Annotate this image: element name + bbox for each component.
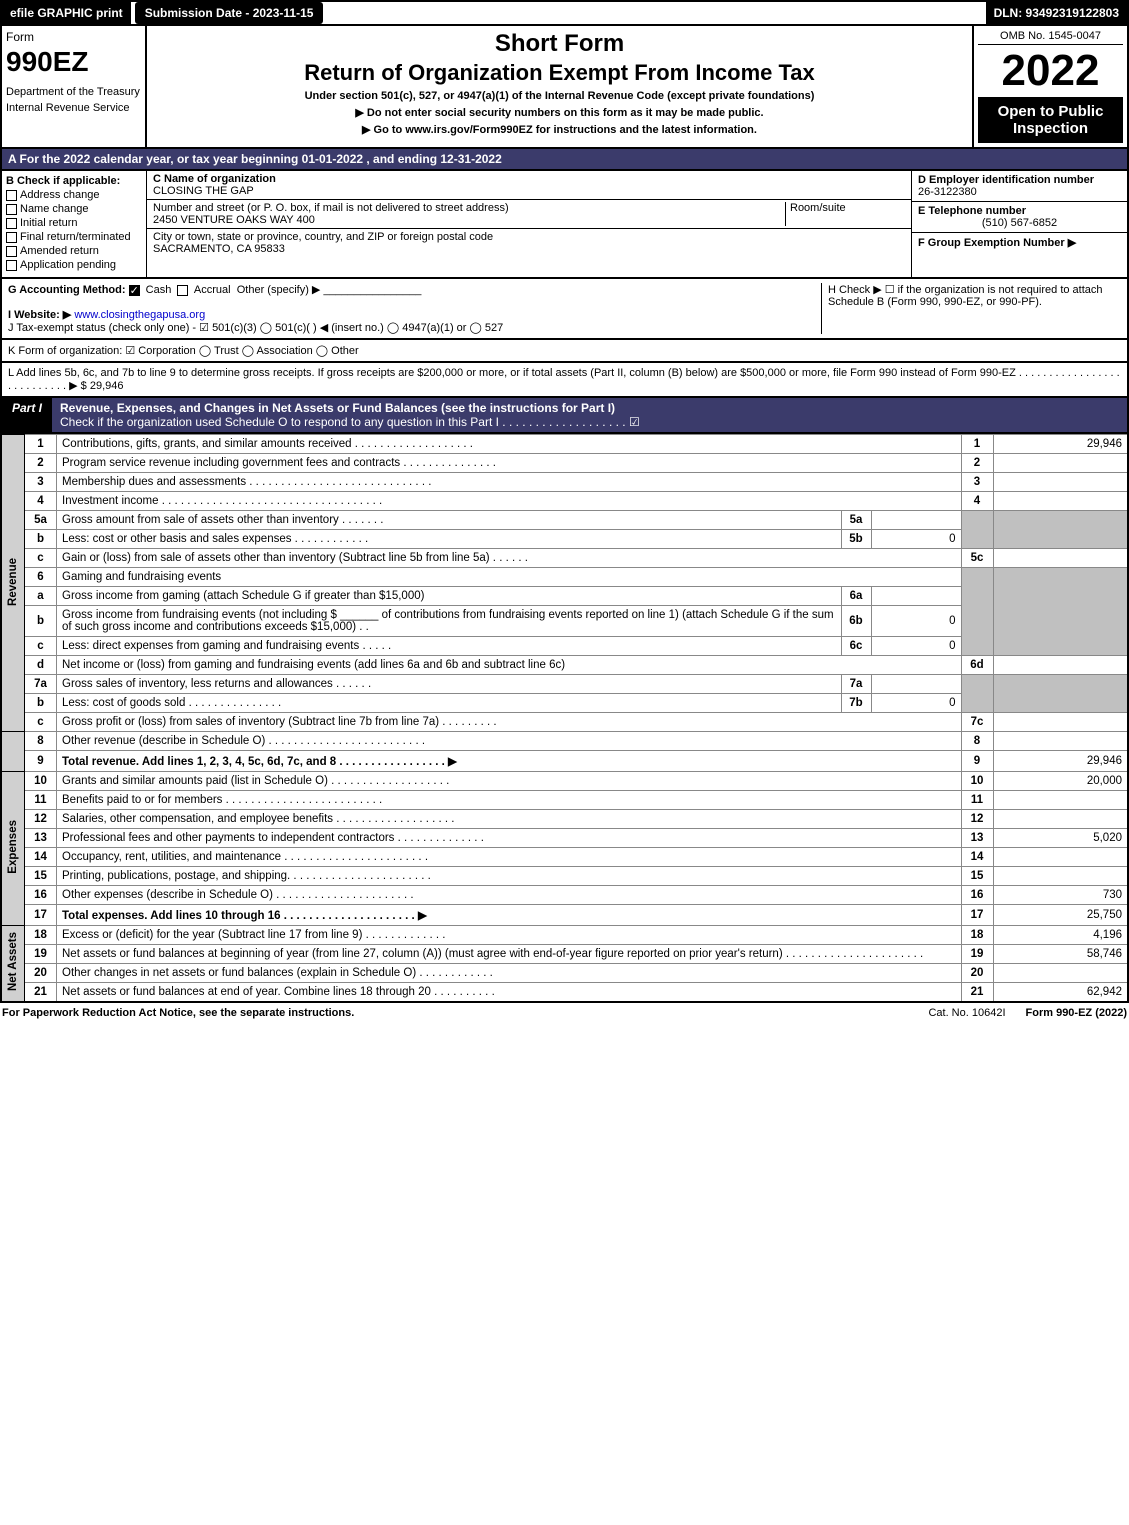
line-17-amount: 25,750 [993, 905, 1128, 926]
line-1-desc: Contributions, gifts, grants, and simila… [57, 435, 962, 454]
c-name-label: C Name of organization [153, 173, 276, 185]
f-group-label: F Group Exemption Number ▶ [918, 237, 1076, 249]
gross-receipts-amount: 29,946 [90, 380, 124, 392]
city-label: City or town, state or province, country… [153, 231, 493, 243]
form-number: 990EZ [6, 46, 141, 78]
header-left: Form 990EZ Department of the Treasury In… [2, 26, 147, 147]
street-value: 2450 VENTURE OAKS WAY 400 [153, 214, 315, 226]
form-label: Form [6, 30, 141, 44]
section-c: C Name of organization CLOSING THE GAP N… [147, 171, 912, 277]
go-to-link[interactable]: ▶ Go to www.irs.gov/Form990EZ for instru… [151, 123, 968, 136]
short-form-title: Short Form [151, 30, 968, 58]
section-l: L Add lines 5b, 6c, and 7b to line 9 to … [0, 363, 1129, 398]
section-b: B Check if applicable: Address change Na… [2, 171, 147, 277]
do-not-enter-text: ▶ Do not enter social security numbers o… [151, 106, 968, 119]
under-section-text: Under section 501(c), 527, or 4947(a)(1)… [151, 90, 968, 102]
line-19-amount: 58,746 [993, 945, 1128, 964]
checkbox-name-change[interactable] [6, 204, 17, 215]
info-grid: B Check if applicable: Address change Na… [0, 171, 1129, 279]
top-bar: efile GRAPHIC print Submission Date - 20… [0, 0, 1129, 26]
irs-label: Internal Revenue Service [6, 102, 141, 114]
return-title: Return of Organization Exempt From Incom… [151, 60, 968, 86]
part-1-tab: Part I [2, 398, 52, 432]
submission-date: Submission Date - 2023-11-15 [135, 2, 324, 24]
part-1-title: Revenue, Expenses, and Changes in Net As… [60, 401, 615, 415]
open-public-badge: Open to Public Inspection [978, 97, 1123, 143]
line-10-amount: 20,000 [993, 772, 1128, 791]
checkbox-accrual[interactable] [177, 285, 188, 296]
section-a-period: A For the 2022 calendar year, or tax yea… [0, 149, 1129, 171]
revenue-sidelabel: Revenue [7, 558, 19, 606]
ein-value: 26-3122380 [918, 186, 977, 198]
part-1-header: Part I Revenue, Expenses, and Changes in… [0, 398, 1129, 434]
section-k: K Form of organization: ☑ Corporation ◯ … [0, 340, 1129, 363]
expenses-sidelabel: Expenses [7, 820, 19, 874]
header-center: Short Form Return of Organization Exempt… [147, 26, 972, 147]
page-footer: For Paperwork Reduction Act Notice, see … [0, 1003, 1129, 1023]
line-13-amount: 5,020 [993, 829, 1128, 848]
section-g: G Accounting Method: Cash Accrual Other … [8, 283, 821, 334]
checkbox-amended-return[interactable] [6, 246, 17, 257]
section-gh: G Accounting Method: Cash Accrual Other … [0, 279, 1129, 340]
section-def: D Employer identification number 26-3122… [912, 171, 1127, 277]
line-1-amount: 29,946 [993, 435, 1128, 454]
checkbox-initial-return[interactable] [6, 218, 17, 229]
header-right: OMB No. 1545-0047 2022 Open to Public In… [972, 26, 1127, 147]
city-value: SACRAMENTO, CA 95833 [153, 243, 285, 255]
line-9-amount: 29,946 [993, 751, 1128, 772]
footer-center: Cat. No. 10642I [928, 1007, 1005, 1019]
website-label: I Website: ▶ [8, 309, 71, 321]
d-ein-label: D Employer identification number [918, 174, 1094, 186]
checkbox-application-pending[interactable] [6, 260, 17, 271]
form-header: Form 990EZ Department of the Treasury In… [0, 26, 1129, 149]
org-name: CLOSING THE GAP [153, 185, 254, 197]
netassets-sidelabel: Net Assets [7, 932, 19, 991]
part-1-table: Revenue 1 Contributions, gifts, grants, … [0, 434, 1129, 1003]
section-j: J Tax-exempt status (check only one) - ☑… [8, 322, 503, 334]
line-21-amount: 62,942 [993, 983, 1128, 1003]
website-link[interactable]: www.closingthegapusa.org [74, 309, 205, 321]
room-label: Room/suite [790, 202, 846, 214]
tax-year: 2022 [978, 49, 1123, 93]
e-tel-label: E Telephone number [918, 205, 1026, 217]
section-h: H Check ▶ ☐ if the organization is not r… [821, 283, 1121, 334]
footer-left: For Paperwork Reduction Act Notice, see … [2, 1007, 908, 1019]
omb-number: OMB No. 1545-0047 [978, 30, 1123, 45]
street-label: Number and street (or P. O. box, if mail… [153, 202, 509, 214]
checkbox-final-return[interactable] [6, 232, 17, 243]
department-label: Department of the Treasury [6, 86, 141, 98]
line-16-amount: 730 [993, 886, 1128, 905]
part-1-subtitle: Check if the organization used Schedule … [60, 415, 640, 429]
efile-label[interactable]: efile GRAPHIC print [2, 2, 131, 24]
footer-right: Form 990-EZ (2022) [1026, 1007, 1127, 1019]
section-b-title: B Check if applicable: [6, 175, 142, 187]
tel-value: (510) 567-6852 [918, 217, 1121, 229]
checkbox-cash[interactable] [129, 285, 140, 296]
checkbox-address-change[interactable] [6, 190, 17, 201]
line-18-amount: 4,196 [993, 926, 1128, 945]
dln-label: DLN: 93492319122803 [986, 2, 1127, 24]
